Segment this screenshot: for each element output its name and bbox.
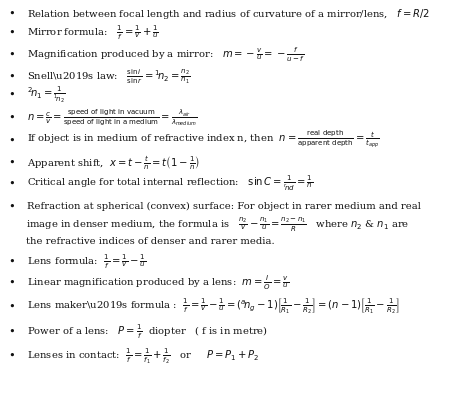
Text: Magnification produced by a mirror:   $m = -\frac{v}{u} = -\frac{f}{u-f}$: Magnification produced by a mirror: $m =… [27, 46, 305, 64]
Text: Mirror formula:   $\frac{1}{f} = \frac{1}{v} + \frac{1}{u}$: Mirror formula: $\frac{1}{f} = \frac{1}{… [27, 24, 159, 42]
Text: •: • [9, 327, 15, 337]
Text: Snell\u2019s law:   $\frac{\sin i}{\sin r} = {}^{1}\!n_2 = \frac{n_2}{n_1}$: Snell\u2019s law: $\frac{\sin i}{\sin r}… [27, 67, 191, 86]
Text: •: • [9, 301, 15, 312]
Text: •: • [9, 28, 15, 38]
Text: ${}^{2}\!n_1 = \frac{1}{{}^{1}\!n_2}$: ${}^{2}\!n_1 = \frac{1}{{}^{1}\!n_2}$ [27, 85, 66, 105]
Text: •: • [9, 277, 15, 288]
Text: •: • [9, 201, 15, 212]
Text: Linear magnification produced by a lens:  $m = \frac{I}{O} = \frac{v}{u}$: Linear magnification produced by a lens:… [27, 273, 290, 292]
Text: image in denser medium, the formula is   $\frac{n_2}{v} - \frac{n_1}{u} = \frac{: image in denser medium, the formula is $… [26, 215, 410, 234]
Text: Lens formula:  $\frac{1}{f} = \frac{1}{v} - \frac{1}{u}$: Lens formula: $\frac{1}{f} = \frac{1}{v}… [27, 252, 146, 271]
Text: •: • [9, 90, 15, 100]
Text: Refraction at spherical (convex) surface: For object in rarer medium and real: Refraction at spherical (convex) surface… [27, 202, 421, 211]
Text: •: • [9, 9, 15, 19]
Text: •: • [9, 71, 15, 82]
Text: Lenses in contact:  $\frac{1}{f} = \frac{1}{f_1} + \frac{1}{f_2}$   or     $P = : Lenses in contact: $\frac{1}{f} = \frac{… [27, 346, 260, 366]
Text: •: • [9, 112, 15, 122]
Text: Apparent shift,  $x = t - \frac{t}{n} = t\left(1 - \frac{1}{n}\right)$: Apparent shift, $x = t - \frac{t}{n} = t… [27, 154, 201, 171]
Text: Power of a lens:   $P = \frac{1}{f}$  diopter   ( f is in metre): Power of a lens: $P = \frac{1}{f}$ diopt… [27, 323, 269, 341]
Text: Lens maker\u2019s formula :  $\frac{1}{f} = \frac{1}{v} - \frac{1}{u} = ({}^{a}\: Lens maker\u2019s formula : $\frac{1}{f}… [27, 296, 401, 316]
Text: $n = \frac{c}{v} = \frac{\mathrm{speed\ of\ light\ in\ vacuum}}{\mathrm{speed\ o: $n = \frac{c}{v} = \frac{\mathrm{speed\ … [27, 107, 198, 128]
Text: •: • [9, 351, 15, 361]
Text: •: • [9, 158, 15, 168]
Text: •: • [9, 178, 15, 189]
Text: •: • [9, 256, 15, 267]
Text: •: • [9, 50, 15, 60]
Text: Critical angle for total internal reflection:   $\sin C = \frac{1}{{}^{r}\!nd} =: Critical angle for total internal reflec… [27, 174, 313, 193]
Text: Relation between focal length and radius of curvature of a mirror/lens,   $f = R: Relation between focal length and radius… [27, 7, 430, 21]
Text: •: • [9, 135, 15, 146]
Text: If object is in medium of refractive index n, then  $n = \frac{\mathrm{real\ dep: If object is in medium of refractive ind… [27, 129, 380, 152]
Text: the refractive indices of denser and rarer media.: the refractive indices of denser and rar… [26, 237, 275, 246]
